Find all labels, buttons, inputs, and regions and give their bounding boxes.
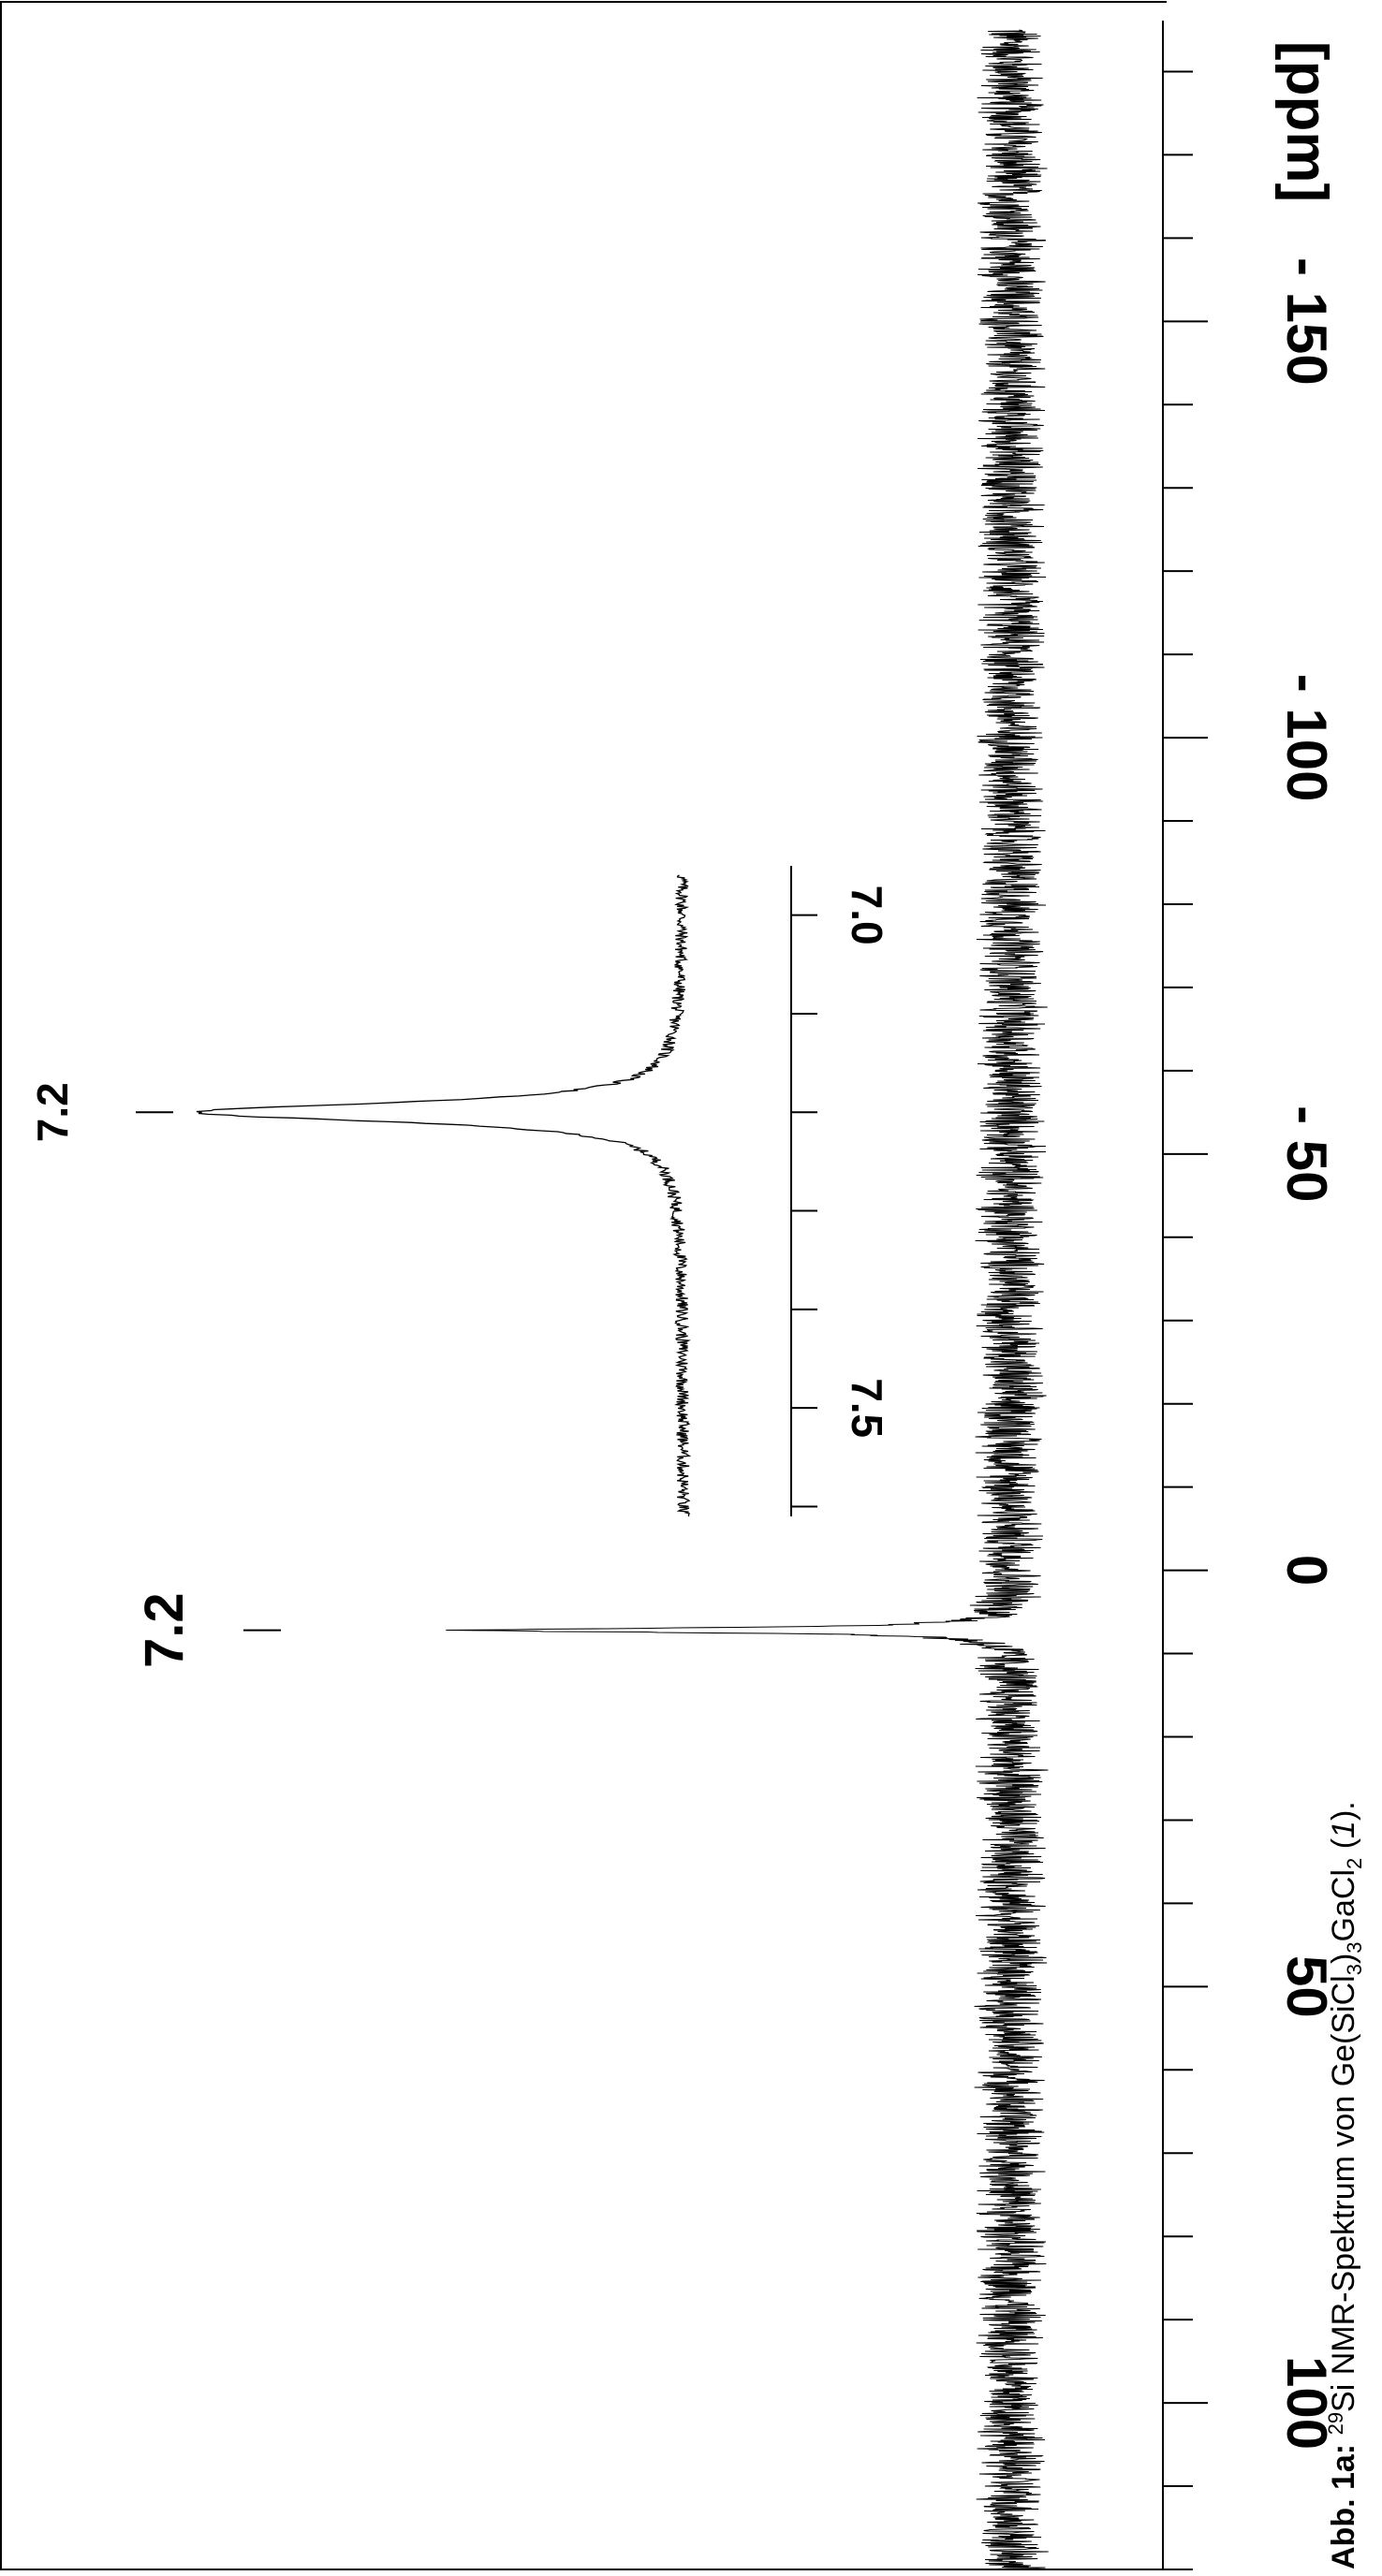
inset-tick-label: 7.0: [843, 886, 891, 945]
caption-text: GaCl: [1326, 1869, 1361, 1941]
caption-text: ).: [1326, 1801, 1361, 1821]
spectrum-trace: [446, 30, 1048, 2569]
caption-subscript: 3: [1343, 1964, 1366, 1975]
caption-superscript: 29: [1324, 2412, 1347, 2435]
caption-compound-number: 1: [1326, 1821, 1361, 1838]
figure-caption: Abb. 1a: 29Si NMR-Spektrum von Ge(SiCl3)…: [1324, 1801, 1366, 2569]
x-axis-label: [ppm]: [1274, 41, 1339, 202]
x-tick-label: - 100: [1275, 674, 1338, 802]
caption-text: Si NMR-Spektrum von Ge(SiCl: [1326, 1975, 1361, 2412]
x-tick-label: - 150: [1275, 257, 1338, 386]
inset-peak-label: 7.2: [28, 1082, 77, 1142]
caption-text: (: [1326, 1837, 1361, 1857]
caption-prefix: Abb. 1a:: [1326, 2435, 1361, 2569]
x-tick-label: 0: [1275, 1555, 1338, 1586]
inset-tick-label: 7.5: [843, 1378, 891, 1438]
inset-trace: [197, 875, 689, 1516]
peak-label: 7.2: [134, 1592, 195, 1668]
caption-text: ): [1326, 1954, 1361, 1964]
x-tick-label: - 50: [1275, 1105, 1338, 1202]
caption-subscript: 2: [1343, 1858, 1366, 1869]
caption-subscript: 3: [1343, 1941, 1366, 1953]
